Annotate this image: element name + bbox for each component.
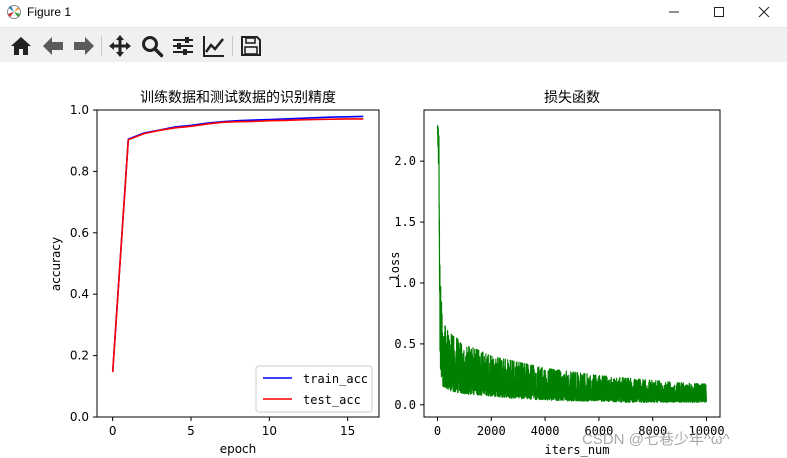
y-axis-label: loss <box>388 252 402 281</box>
pan-button[interactable] <box>108 34 132 58</box>
configure-subplots-button[interactable] <box>171 34 195 58</box>
x-tick-label: 5 <box>187 424 195 438</box>
y-tick-label: 0.0 <box>70 410 89 424</box>
maximize-icon <box>714 7 724 17</box>
sliders-icon <box>173 37 193 55</box>
plot-title: 损失函数 <box>544 90 600 106</box>
x-tick-label: 0 <box>109 424 117 438</box>
y-tick-label: 0.4 <box>70 287 89 301</box>
accuracy-plot: 0 5 10 150.00.20.40.60.81.0 训练数据和测试数据的识别精度 … <box>49 90 380 456</box>
magnifier-icon <box>142 36 164 58</box>
x-tick-label: 4000 <box>531 424 560 438</box>
navigation-toolbar <box>0 27 787 62</box>
plot-frame <box>423 109 721 418</box>
arrow-right-icon <box>74 37 94 55</box>
home-icon <box>11 37 31 55</box>
y-tick-label: 0.8 <box>70 164 89 178</box>
edit-axis-button[interactable] <box>202 34 226 58</box>
series-line-test-acc <box>111 118 364 373</box>
x-axis-label: epoch <box>220 442 257 456</box>
loss-line <box>436 124 707 403</box>
toolbar-separator <box>232 36 233 56</box>
legend: train_acc test_acc <box>255 365 373 413</box>
figure-canvas: 0 5 10 150.00.20.40.60.81.0 训练数据和测试数据的识别精度 … <box>49 90 725 457</box>
y-tick-label: 1.5 <box>394 215 416 229</box>
save-button[interactable] <box>239 34 263 58</box>
move-icon <box>109 35 131 57</box>
y-tick-label: 0.6 <box>70 226 89 240</box>
back-button[interactable] <box>41 34 65 58</box>
plot-frame <box>96 109 380 418</box>
legend-label-test-acc: test_acc <box>303 393 361 407</box>
y-tick-label: 2.0 <box>394 154 416 168</box>
x-tick-label: 10 <box>262 424 277 438</box>
x-tick-label: 8000 <box>638 424 667 438</box>
x-axis-label: iters_num <box>544 443 609 457</box>
minimize-icon <box>669 11 679 13</box>
minimize-button[interactable] <box>652 0 697 26</box>
arrow-left-icon <box>43 37 63 55</box>
forward-button[interactable] <box>72 34 96 58</box>
y-tick-label: 0.5 <box>394 337 416 351</box>
window-title: Figure 1 <box>27 5 72 19</box>
close-icon <box>758 6 770 18</box>
plot-title: 训练数据和测试数据的识别精度 <box>140 90 336 106</box>
toolbar-separator <box>101 36 102 56</box>
y-tick-label: 1.0 <box>394 276 416 290</box>
home-button[interactable] <box>9 34 33 58</box>
x-tick-label: 2000 <box>477 424 506 438</box>
y-tick-label: 0.2 <box>70 349 89 363</box>
y-tick-label: 0.0 <box>394 398 416 412</box>
x-tick-label: 15 <box>340 424 355 438</box>
x-tick-label: 10000 <box>688 424 724 438</box>
close-button[interactable] <box>742 0 787 26</box>
line-chart-icon <box>203 36 224 57</box>
maximize-button[interactable] <box>697 0 742 26</box>
y-tick-label: 1.0 <box>70 103 89 117</box>
x-tick-label: 6000 <box>584 424 613 438</box>
legend-label-train-acc: train_acc <box>303 372 368 386</box>
zoom-button[interactable] <box>140 34 164 58</box>
x-tick-label: 0 <box>434 424 441 438</box>
matplotlib-icon <box>7 5 21 19</box>
window-titlebar: Figure 1 <box>0 0 787 26</box>
floppy-disk-icon <box>241 36 261 56</box>
loss-plot: 0 2000 4000 6000 8000 10000 0.0 0.5 1.0 1.5 2.0 损失… <box>388 90 725 457</box>
y-axis-label: accuracy <box>49 237 63 291</box>
watermark: CSDN @七巷少年^ω^ <box>582 431 730 448</box>
